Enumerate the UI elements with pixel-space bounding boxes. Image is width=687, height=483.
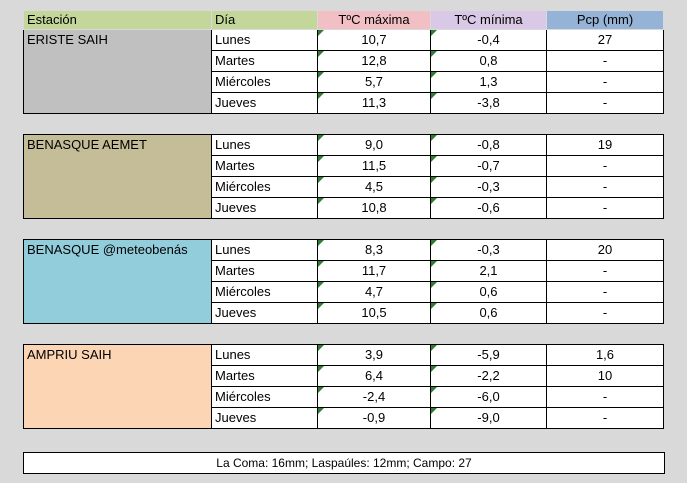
- tmin-cell: 0,6: [431, 303, 547, 324]
- day-cell: Martes: [212, 51, 318, 72]
- pcp-cell: -: [547, 198, 664, 219]
- day-cell: Martes: [212, 261, 318, 282]
- tmax-cell: -0,9: [318, 408, 431, 429]
- table-row: AMPRIU SAIH Lunes 3,9 -5,9 1,6: [24, 345, 664, 366]
- tmin-cell: -0,6: [431, 198, 547, 219]
- station-name: ERISTE SAIH: [24, 30, 212, 114]
- tmin-cell: -0,3: [431, 240, 547, 261]
- day-cell: Martes: [212, 156, 318, 177]
- tmax-cell: 10,7: [318, 30, 431, 51]
- pcp-cell: 19: [547, 135, 664, 156]
- weather-table-body: Estación Día TºC máxima TºC mínima Pcp (…: [24, 11, 664, 429]
- header-tmax: TºC máxima: [318, 11, 431, 30]
- tmax-cell: 4,5: [318, 177, 431, 198]
- tmin-cell: 1,3: [431, 72, 547, 93]
- tmin-cell: -2,2: [431, 366, 547, 387]
- tmax-cell: 12,8: [318, 51, 431, 72]
- day-cell: Jueves: [212, 303, 318, 324]
- day-cell: Lunes: [212, 240, 318, 261]
- day-cell: Miércoles: [212, 72, 318, 93]
- header-pcp: Pcp (mm): [547, 11, 664, 30]
- pcp-cell: 27: [547, 30, 664, 51]
- day-cell: Miércoles: [212, 282, 318, 303]
- header-day: Día: [212, 11, 318, 30]
- station-name: AMPRIU SAIH: [24, 345, 212, 429]
- table-row: BENASQUE AEMET Lunes 9,0 -0,8 19: [24, 135, 664, 156]
- table-row: BENASQUE @meteobenás Lunes 8,3 -0,3 20: [24, 240, 664, 261]
- pcp-cell: -: [547, 93, 664, 114]
- group-spacer: [24, 114, 664, 135]
- header-row: Estación Día TºC máxima TºC mínima Pcp (…: [24, 11, 664, 30]
- station-name: BENASQUE AEMET: [24, 135, 212, 219]
- pcp-cell: -: [547, 408, 664, 429]
- tmax-cell: 6,4: [318, 366, 431, 387]
- spacer-cell: [24, 219, 664, 240]
- weather-table: Estación Día TºC máxima TºC mínima Pcp (…: [23, 10, 664, 429]
- tmax-cell: 11,7: [318, 261, 431, 282]
- tmax-cell: 4,7: [318, 282, 431, 303]
- day-cell: Jueves: [212, 408, 318, 429]
- day-cell: Miércoles: [212, 387, 318, 408]
- footer-note: La Coma: 16mm; Laspaúles: 12mm; Campo: 2…: [23, 452, 665, 474]
- pcp-cell: -: [547, 303, 664, 324]
- header-tmin: TºC mínima: [431, 11, 547, 30]
- day-cell: Jueves: [212, 198, 318, 219]
- station-name: BENASQUE @meteobenás: [24, 240, 212, 324]
- tmin-cell: -9,0: [431, 408, 547, 429]
- tmax-cell: 11,3: [318, 93, 431, 114]
- tmin-cell: -0,3: [431, 177, 547, 198]
- tmax-cell: 10,5: [318, 303, 431, 324]
- day-cell: Lunes: [212, 135, 318, 156]
- spacer-cell: [24, 324, 664, 345]
- tmax-cell: 8,3: [318, 240, 431, 261]
- table-row: ERISTE SAIH Lunes 10,7 -0,4 27: [24, 30, 664, 51]
- tmin-cell: -0,8: [431, 135, 547, 156]
- pcp-cell: -: [547, 156, 664, 177]
- pcp-cell: 10: [547, 366, 664, 387]
- day-cell: Jueves: [212, 93, 318, 114]
- tmin-cell: -5,9: [431, 345, 547, 366]
- tmax-cell: 5,7: [318, 72, 431, 93]
- tmin-cell: -3,8: [431, 93, 547, 114]
- pcp-cell: -: [547, 387, 664, 408]
- tmin-cell: 2,1: [431, 261, 547, 282]
- pcp-cell: 1,6: [547, 345, 664, 366]
- group-spacer: [24, 324, 664, 345]
- group-spacer: [24, 219, 664, 240]
- day-cell: Martes: [212, 366, 318, 387]
- day-cell: Lunes: [212, 30, 318, 51]
- pcp-cell: 20: [547, 240, 664, 261]
- tmin-cell: -6,0: [431, 387, 547, 408]
- tmin-cell: 0,6: [431, 282, 547, 303]
- tmax-cell: -2,4: [318, 387, 431, 408]
- tmin-cell: 0,8: [431, 51, 547, 72]
- pcp-cell: -: [547, 177, 664, 198]
- pcp-cell: -: [547, 51, 664, 72]
- tmax-cell: 10,8: [318, 198, 431, 219]
- pcp-cell: -: [547, 72, 664, 93]
- pcp-cell: -: [547, 282, 664, 303]
- tmax-cell: 3,9: [318, 345, 431, 366]
- day-cell: Miércoles: [212, 177, 318, 198]
- spacer-cell: [24, 114, 664, 135]
- day-cell: Lunes: [212, 345, 318, 366]
- pcp-cell: -: [547, 261, 664, 282]
- header-station: Estación: [24, 11, 212, 30]
- tmin-cell: -0,4: [431, 30, 547, 51]
- tmax-cell: 9,0: [318, 135, 431, 156]
- tmax-cell: 11,5: [318, 156, 431, 177]
- tmin-cell: -0,7: [431, 156, 547, 177]
